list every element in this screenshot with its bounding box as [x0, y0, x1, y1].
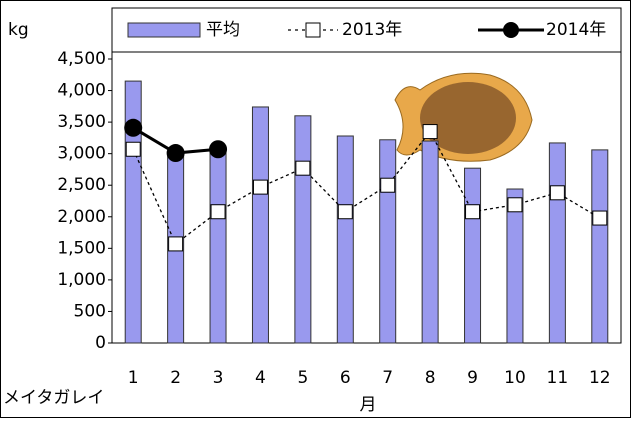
bar	[251, 106, 269, 344]
marker	[209, 140, 228, 159]
bar	[379, 139, 397, 344]
y-tick-label: 500	[74, 301, 106, 321]
marker	[465, 204, 481, 220]
y-tick-label: 0	[95, 333, 106, 353]
legend-label: 平均	[206, 20, 240, 40]
bar	[464, 167, 482, 344]
marker	[507, 197, 523, 213]
marker	[380, 177, 396, 193]
x-tick-label: 2	[170, 368, 181, 388]
y-tick-label: 4,500	[57, 49, 106, 69]
x-tick-label: 7	[382, 368, 393, 388]
y-tick-label: 3,000	[57, 144, 106, 164]
x-tick-label: 9	[467, 368, 478, 388]
bar	[506, 188, 524, 344]
x-tick-label: 12	[589, 368, 611, 388]
marker	[295, 160, 311, 176]
marker	[125, 141, 141, 157]
legend-swatch	[503, 22, 519, 38]
bar	[591, 149, 609, 344]
x-axis-label: 月	[360, 395, 377, 415]
bar	[421, 140, 439, 344]
marker	[549, 185, 565, 201]
bar	[336, 135, 354, 344]
fish-illustration	[394, 72, 533, 162]
y-tick-label: 3,500	[57, 112, 106, 132]
x-tick-label: 3	[213, 368, 224, 388]
caption: メイタガレイ	[3, 388, 104, 408]
plot-area	[111, 7, 622, 344]
marker	[168, 236, 184, 252]
bar	[209, 146, 227, 344]
x-tick-label: 10	[504, 368, 526, 388]
y-tick-label: 1,500	[57, 238, 106, 258]
y-axis-label: kg	[8, 20, 29, 40]
y-tick-label: 1,000	[57, 270, 106, 290]
x-tick-label: 6	[340, 368, 351, 388]
x-tick-label: 11	[547, 368, 569, 388]
y-tick-label: 2,500	[57, 175, 106, 195]
x-tick-label: 5	[297, 368, 308, 388]
bar	[548, 142, 566, 344]
legend-swatch	[127, 22, 201, 38]
marker	[252, 179, 268, 195]
legend-label: 2013年	[342, 20, 402, 40]
y-tick-label: 2,000	[57, 207, 106, 227]
x-tick-label: 1	[128, 368, 139, 388]
marker	[124, 118, 143, 137]
marker	[210, 204, 226, 220]
y-tick-label: 4,000	[57, 81, 106, 101]
marker	[592, 210, 608, 226]
x-tick-label: 4	[255, 368, 266, 388]
marker	[337, 204, 353, 220]
bar	[294, 115, 312, 344]
x-tick-label: 8	[425, 368, 436, 388]
marker	[166, 144, 185, 163]
legend-swatch	[305, 22, 321, 38]
marker	[422, 124, 438, 140]
legend-label: 2014年	[546, 20, 606, 40]
